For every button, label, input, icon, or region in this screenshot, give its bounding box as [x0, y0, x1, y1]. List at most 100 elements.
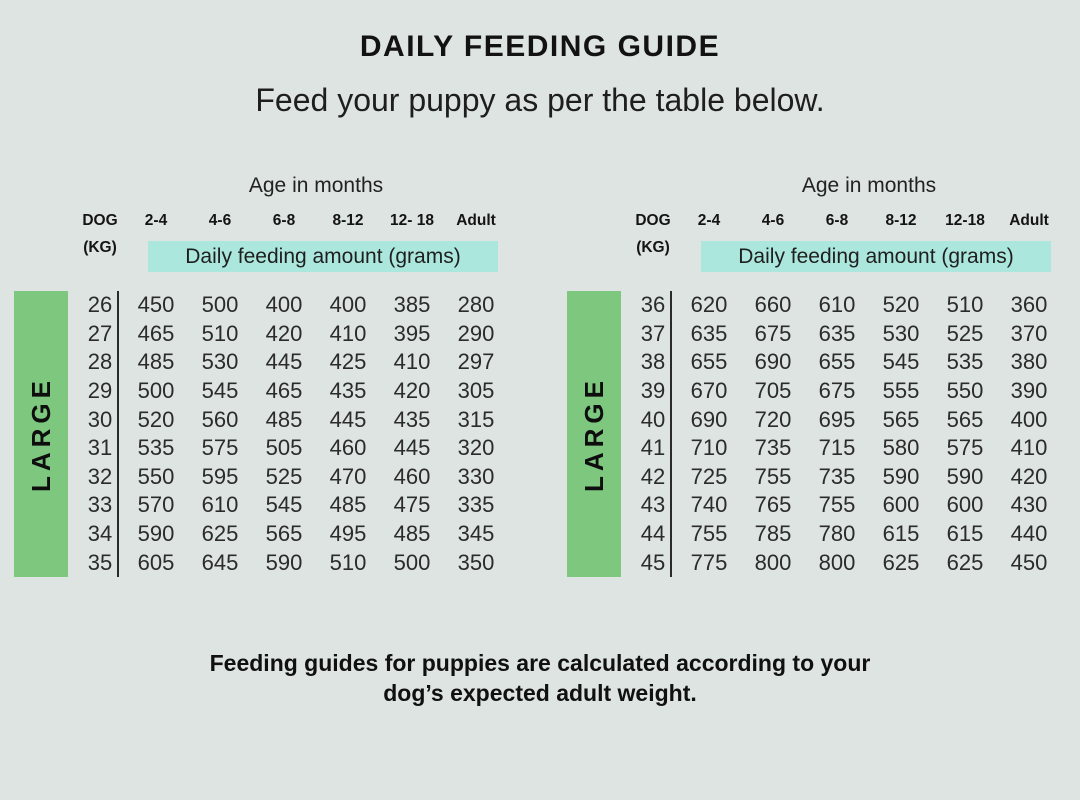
feeding-amount-value: 565 — [946, 406, 984, 432]
feeding-amount-value: 510 — [201, 320, 239, 346]
column-header-adult: Adult — [456, 212, 496, 229]
feeding-amount-value: 425 — [329, 349, 367, 375]
feeding-values-grid: 26 450 500 400 400 385 280 27 465 510 420 410 395 290… — [76, 291, 508, 577]
feeding-amount-value: 450 — [1010, 549, 1048, 575]
dog-weight-kg: 41 — [640, 435, 666, 461]
column-header-dog: DOG — [635, 212, 671, 229]
feeding-amount-value: 660 — [754, 292, 792, 318]
feeding-amount-value: 590 — [946, 463, 984, 489]
dog-weight-kg: 33 — [87, 492, 113, 518]
feeding-amount-value: 435 — [393, 406, 431, 432]
feeding-amount-value: 410 — [329, 320, 367, 346]
feeding-amount-value: 565 — [265, 521, 303, 547]
feeding-amount-value: 400 — [265, 292, 303, 318]
column-header-dog: DOG — [82, 212, 118, 229]
page-title: DAILY FEEDING GUIDE — [359, 30, 721, 63]
dog-weight-kg: 43 — [640, 492, 666, 518]
feeding-amount-value: 615 — [946, 521, 984, 547]
feeding-amount-value: 360 — [1010, 292, 1048, 318]
column-header-2-4: 2-4 — [697, 212, 721, 229]
feeding-amount-value: 785 — [754, 521, 792, 547]
feeding-amount-value: 420 — [265, 320, 303, 346]
feeding-amount-value: 495 — [329, 521, 367, 547]
feeding-amount-value: 500 — [393, 549, 431, 575]
feeding-amount-value: 625 — [882, 549, 920, 575]
feeding-amount-value: 305 — [457, 378, 495, 404]
feeding-amount-value: 500 — [201, 292, 239, 318]
column-header-6-8: 6-8 — [272, 212, 296, 229]
feeding-amount-value: 605 — [137, 549, 175, 575]
feeding-amount-value: 625 — [946, 549, 984, 575]
feeding-amount-value: 690 — [754, 349, 792, 375]
feeding-amount-value: 615 — [882, 521, 920, 547]
feeding-amount-value: 775 — [690, 549, 728, 575]
feeding-amount-value: 320 — [457, 435, 495, 461]
dog-weight-kg: 27 — [87, 320, 113, 346]
feeding-amount-value: 485 — [393, 521, 431, 547]
age-in-months-header: Age in months — [248, 174, 384, 197]
feeding-amount-value: 420 — [1010, 463, 1048, 489]
size-band-large: LARGE — [567, 291, 621, 577]
feeding-amount-value: 485 — [137, 349, 175, 375]
page-subtitle: Feed your puppy as per the table below. — [255, 82, 825, 118]
footer-note: Feeding guides for puppies are calculate… — [0, 648, 1080, 708]
feeding-amount-value: 545 — [265, 492, 303, 518]
feeding-amount-value: 610 — [201, 492, 239, 518]
dog-weight-kg: 40 — [640, 406, 666, 432]
column-header-4-6: 4-6 — [761, 212, 785, 229]
feeding-amount-value: 290 — [457, 320, 495, 346]
feeding-amount-value: 655 — [690, 349, 728, 375]
column-header-12-18: 12- 18 — [390, 212, 434, 229]
feeding-amount-value: 780 — [818, 521, 856, 547]
dog-weight-kg: 36 — [640, 292, 666, 318]
feeding-amount-value: 675 — [818, 378, 856, 404]
feeding-amount-value: 755 — [818, 492, 856, 518]
column-header-6-8: 6-8 — [825, 212, 849, 229]
feeding-amount-value: 530 — [882, 320, 920, 346]
feeding-amount-value: 465 — [265, 378, 303, 404]
feeding-amount-value: 395 — [393, 320, 431, 346]
feeding-amount-value: 530 — [201, 349, 239, 375]
feeding-amount-value: 400 — [329, 292, 367, 318]
column-header-adult: Adult — [1009, 212, 1049, 229]
feeding-amount-value: 590 — [882, 463, 920, 489]
dog-weight-kg: 38 — [640, 349, 666, 375]
feeding-amount-value: 445 — [329, 406, 367, 432]
feeding-amount-value: 435 — [329, 378, 367, 404]
feeding-amount-value: 600 — [882, 492, 920, 518]
feeding-amount-value: 550 — [137, 463, 175, 489]
column-header-2-4: 2-4 — [144, 212, 168, 229]
feeding-amount-value: 610 — [818, 292, 856, 318]
feeding-amount-value: 475 — [393, 492, 431, 518]
feeding-amount-value: 505 — [265, 435, 303, 461]
feeding-table-26-35: Age in months DOG 2-4 4-6 6-8 8-12 12- 1… — [14, 172, 522, 582]
feeding-amount-value: 350 — [457, 549, 495, 575]
table-divider-line — [117, 291, 119, 577]
footer-line-1: Feeding guides for puppies are calculate… — [209, 650, 871, 676]
column-header-row: DOG 2-4 4-6 6-8 8-12 12- 18 Adult — [76, 212, 508, 230]
feeding-amount-value: 575 — [201, 435, 239, 461]
feeding-amount-value: 705 — [754, 378, 792, 404]
feeding-amount-value: 545 — [882, 349, 920, 375]
feeding-amount-value: 520 — [137, 406, 175, 432]
feeding-amount-value: 800 — [754, 549, 792, 575]
feeding-amount-value: 560 — [201, 406, 239, 432]
feeding-amount-value: 695 — [818, 406, 856, 432]
feeding-amount-value: 575 — [946, 435, 984, 461]
feeding-amount-value: 485 — [329, 492, 367, 518]
table-divider-line — [670, 291, 672, 577]
feeding-amount-value: 735 — [818, 463, 856, 489]
kg-unit-label: (KG) — [636, 239, 670, 256]
feeding-amount-value: 400 — [1010, 406, 1048, 432]
dog-weight-kg: 45 — [640, 549, 666, 575]
feeding-amount-value: 410 — [1010, 435, 1048, 461]
feeding-amount-value: 345 — [457, 521, 495, 547]
feeding-amount-value: 595 — [201, 463, 239, 489]
feeding-amount-value: 510 — [946, 292, 984, 318]
feeding-amount-value: 330 — [457, 463, 495, 489]
feeding-amount-value: 670 — [690, 378, 728, 404]
dog-weight-kg: 44 — [640, 521, 666, 547]
feeding-amount-value: 565 — [882, 406, 920, 432]
feeding-amount-value: 725 — [690, 463, 728, 489]
